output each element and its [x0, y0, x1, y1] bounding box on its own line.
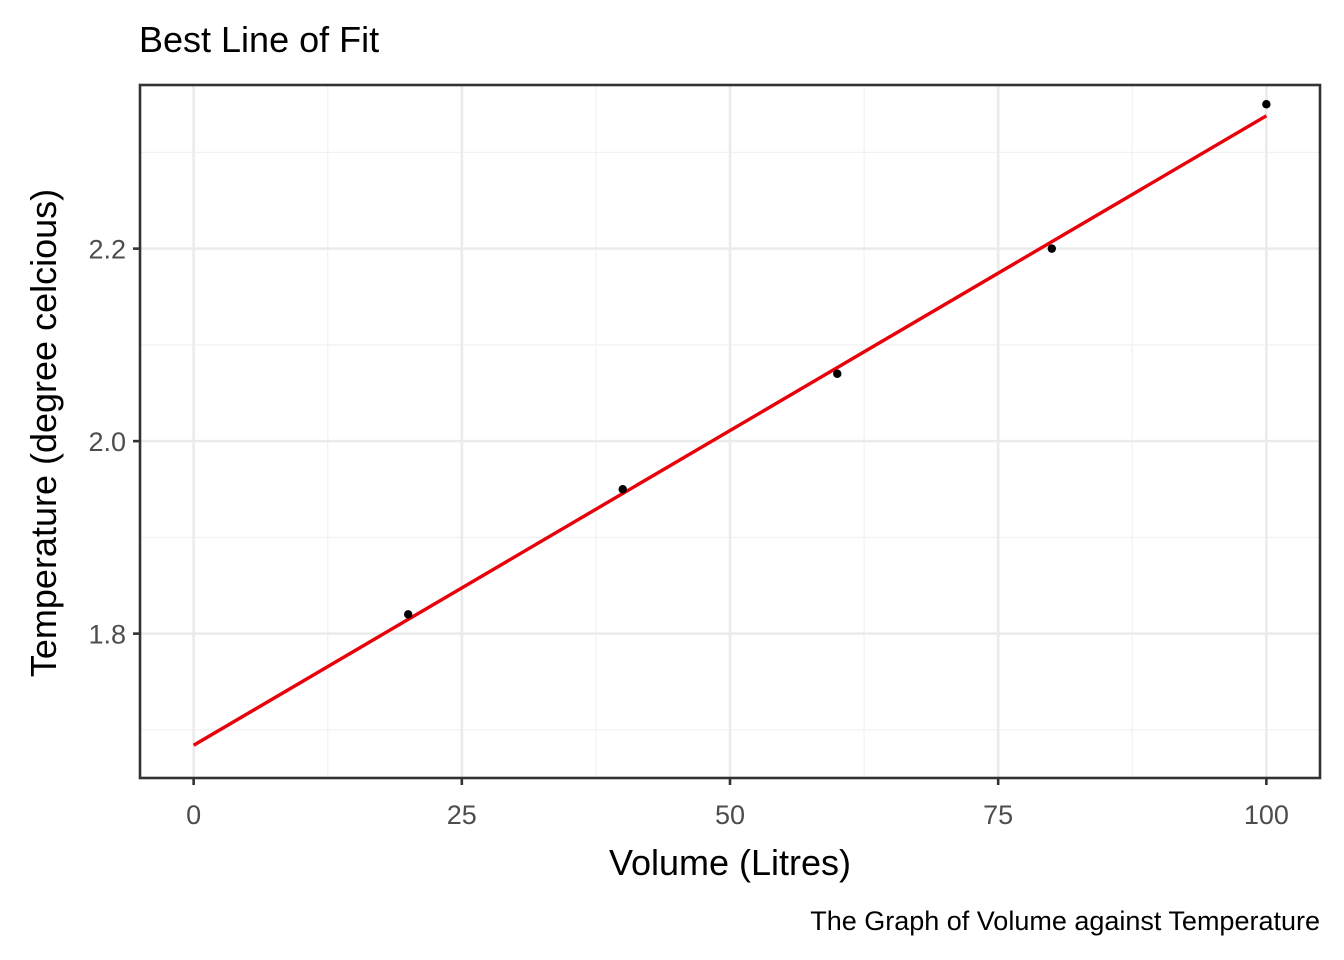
data-point: [1047, 244, 1057, 253]
data-point: [1262, 100, 1271, 109]
fit-line: [192, 114, 1268, 747]
x-axis-title: Volume (Litres): [609, 842, 851, 883]
x-tick-label: 50: [715, 800, 745, 830]
plot-panel: [138, 83, 1322, 780]
y-axis: 1.8 2.0 2.2: [88, 235, 140, 650]
major-gridlines: [140, 85, 1320, 778]
x-axis: 0 25 50 75 100: [186, 778, 1289, 830]
y-tick-label: 2.0: [88, 427, 126, 457]
y-axis-title: Temperature (degree celcious): [23, 189, 64, 677]
data-points: [403, 100, 1271, 619]
data-point: [833, 369, 842, 378]
x-tick-label: 25: [447, 800, 477, 830]
x-tick-label: 100: [1244, 800, 1289, 830]
y-tick-label: 1.8: [88, 620, 126, 650]
data-point: [403, 610, 413, 619]
x-tick-label: 0: [186, 800, 201, 830]
chart-caption: The Graph of Volume against Temperature: [810, 906, 1320, 936]
x-tick-label: 75: [983, 800, 1013, 830]
data-point: [618, 485, 627, 494]
chart-title: Best Line of Fit: [139, 19, 379, 60]
y-tick-label: 2.2: [88, 235, 126, 265]
fit-line-layer: [192, 114, 1268, 747]
